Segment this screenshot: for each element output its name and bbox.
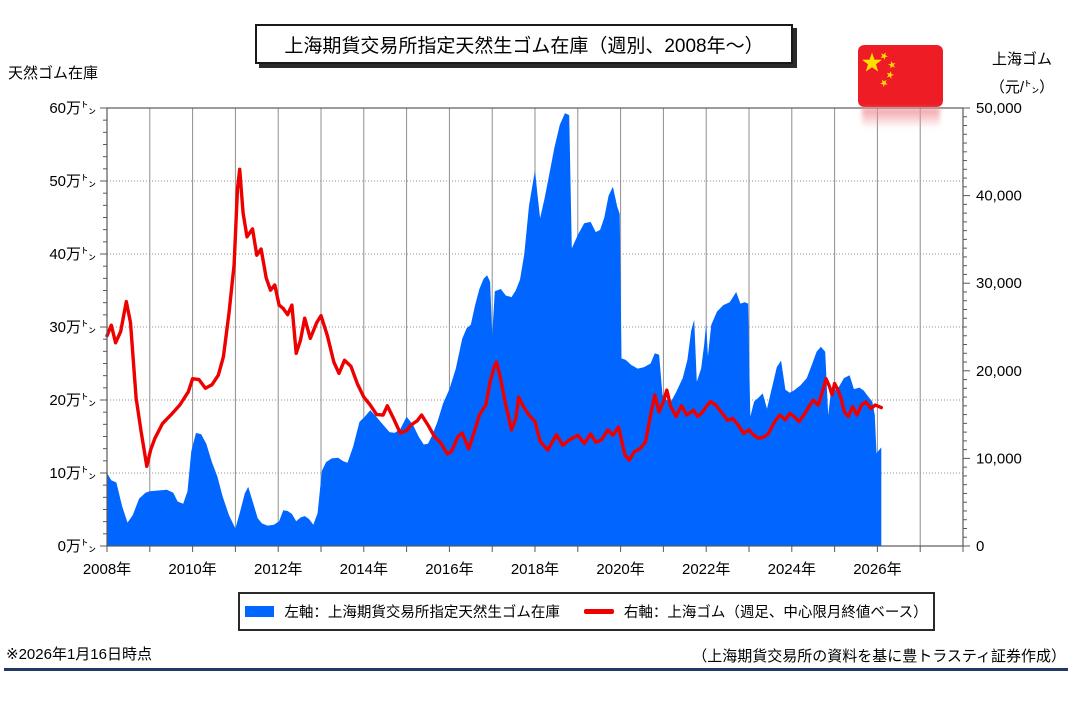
flag-small-star xyxy=(888,61,896,69)
left-axis-tick-label: 30万㌧ xyxy=(49,319,96,336)
left-axis-tick-label: 10万㌧ xyxy=(49,465,96,482)
left-axis-title: 天然ゴム在庫 xyxy=(8,65,99,82)
x-axis-tick-label: 2020年 xyxy=(596,561,644,578)
price-legend-label: 右軸：上海ゴム（週足、中心限月終値ベース） xyxy=(623,605,928,621)
as-of-date-note: ※2026年1月16日時点 xyxy=(6,646,152,663)
x-axis-tick-label: 2008年 xyxy=(83,561,131,578)
x-axis-tick-label: 2012年 xyxy=(254,561,302,578)
x-axis-tick-label: 2014年 xyxy=(340,561,388,578)
flag-large-star xyxy=(862,52,882,72)
right-axis-tick-label: 50,000 xyxy=(976,100,1022,117)
tick-labels: 0万㌧ 10万㌧ 20万㌧ 30万㌧ 40万㌧ 50万㌧ 60万㌧ 0 10,000 20,000… xyxy=(49,100,1022,578)
right-axis-tick-label: 10,000 xyxy=(976,450,1022,467)
chart-title-box: 上海期貨交易所指定天然生ゴム在庫（週別、2008年～） xyxy=(255,24,793,64)
x-axis-tick-label: 2018年 xyxy=(511,561,559,578)
chart-title: 上海期貨交易所指定天然生ゴム在庫（週別、2008年～） xyxy=(284,35,764,57)
source-note: （上海期貨交易所の資料を基に豊トラスティ証券作成） xyxy=(692,648,1066,665)
flag-shadow xyxy=(862,108,940,128)
right-axis-tick-label: 20,000 xyxy=(976,363,1022,380)
price-line-series xyxy=(105,167,883,468)
x-axis-tick-label: 2026年 xyxy=(853,561,901,578)
flag-small-star xyxy=(880,52,888,60)
left-axis-tick-label: 0万㌧ xyxy=(58,538,96,555)
flag-small-star xyxy=(886,71,894,79)
left-axis-tick-label: 20万㌧ xyxy=(49,392,96,409)
right-axis-tick-label: 40,000 xyxy=(976,188,1022,205)
inventory-legend-label: 左軸：上海期貨交易所指定天然生ゴム在庫 xyxy=(284,605,560,621)
chart-plot: 0万㌧ 10万㌧ 20万㌧ 30万㌧ 40万㌧ 50万㌧ 60万㌧ 0 10,000 20,000… xyxy=(49,100,1022,578)
right-axis-title-line2: （元/㌧） xyxy=(989,79,1055,96)
inventory-area-series xyxy=(107,113,882,546)
flag-small-star xyxy=(880,79,888,87)
china-flag-icon xyxy=(858,45,943,107)
x-axis-tick-label: 2016年 xyxy=(425,561,473,578)
x-axis-tick-label: 2024年 xyxy=(768,561,816,578)
right-axis-title: 上海ゴム （元/㌧） xyxy=(972,46,1072,102)
price-legend-line xyxy=(583,609,614,614)
left-axis-tick-label: 40万㌧ xyxy=(49,246,96,263)
x-axis-tick-label: 2022年 xyxy=(682,561,730,578)
inventory-legend-swatch xyxy=(245,606,275,617)
right-axis-tick-label: 0 xyxy=(976,538,984,555)
right-axis-tick-label: 30,000 xyxy=(976,275,1022,292)
footer-divider xyxy=(4,668,1068,671)
flag-field xyxy=(858,45,943,107)
left-axis-tick-label: 60万㌧ xyxy=(49,100,96,117)
axis-ticks xyxy=(100,107,970,552)
legend: 左軸：上海期貨交易所指定天然生ゴム在庫 右軸：上海ゴム（週足、中心限月終値ベース… xyxy=(238,592,935,631)
right-axis-title-line1: 上海ゴム xyxy=(991,51,1052,68)
left-axis-tick-label: 50万㌧ xyxy=(49,173,96,190)
x-axis-tick-label: 2010年 xyxy=(168,561,216,578)
